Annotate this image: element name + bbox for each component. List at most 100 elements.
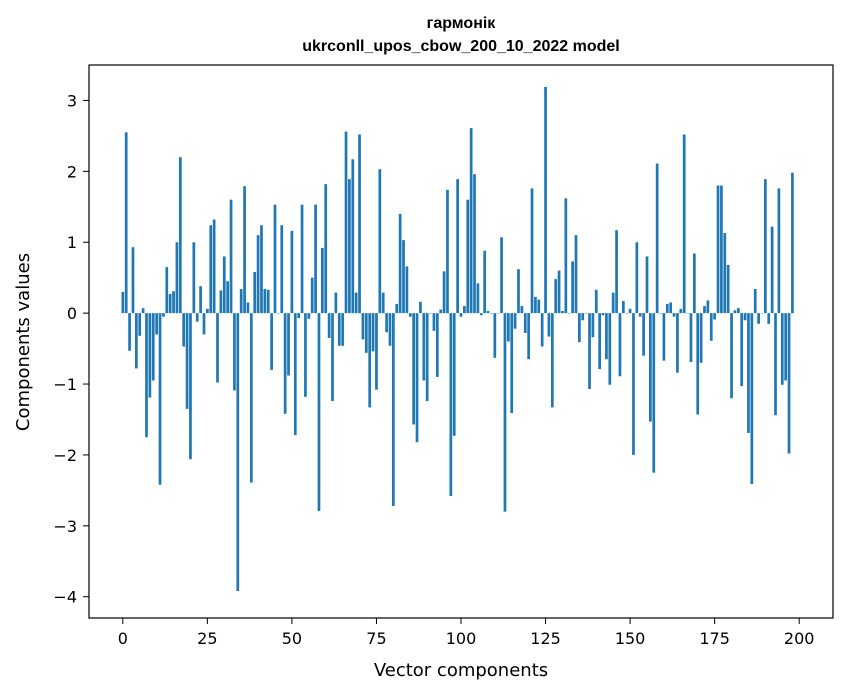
bar <box>175 242 179 314</box>
bar <box>486 311 490 314</box>
bar <box>425 313 429 402</box>
bar <box>395 303 399 314</box>
bar <box>158 313 162 485</box>
y-tick-label: 2 <box>67 162 77 181</box>
bar <box>199 286 202 314</box>
bar <box>148 313 152 398</box>
bar <box>273 204 277 314</box>
bar <box>270 313 273 370</box>
bar <box>189 313 192 460</box>
bar <box>385 313 388 333</box>
bar <box>469 128 473 314</box>
bar <box>632 313 635 455</box>
x-axis-ticks: 0 25 50 75 100 125 150 175 200 <box>118 618 815 648</box>
bar <box>412 313 416 425</box>
bar <box>162 313 165 317</box>
bar <box>334 292 338 314</box>
y-axis-label: Components values <box>13 253 34 431</box>
bar <box>348 179 351 314</box>
bar <box>358 134 361 314</box>
bar <box>327 313 331 338</box>
bar <box>168 294 172 314</box>
bar <box>293 313 297 436</box>
y-axis-ticks: −4 −3 −2 −1 0 1 2 3 <box>53 91 89 607</box>
bar <box>736 308 740 314</box>
bar <box>151 313 155 381</box>
bar <box>178 157 182 314</box>
plot-frame <box>88 64 834 619</box>
bar <box>578 313 581 343</box>
x-tick-label: 150 <box>615 629 646 648</box>
bar <box>280 225 284 314</box>
bar <box>527 313 530 360</box>
bar <box>317 313 321 511</box>
bar <box>300 204 304 314</box>
bar <box>229 199 233 314</box>
bar <box>128 313 131 351</box>
bar <box>709 313 713 341</box>
bar <box>537 299 541 314</box>
bar <box>185 313 189 409</box>
bar <box>253 272 257 314</box>
bar <box>662 313 666 361</box>
bar <box>297 313 301 319</box>
bar <box>263 289 267 314</box>
bar <box>324 184 328 314</box>
bar <box>594 289 598 314</box>
bar <box>243 186 246 314</box>
x-tick-label: 25 <box>197 629 217 648</box>
x-tick-label: 50 <box>282 629 302 648</box>
bar <box>439 309 443 314</box>
bar <box>652 313 656 473</box>
bar <box>506 313 510 342</box>
bar <box>155 313 158 335</box>
x-axis-label: Vector components <box>374 660 548 681</box>
bar <box>182 313 186 347</box>
bar <box>679 308 683 314</box>
bar <box>513 313 517 329</box>
bar <box>561 311 564 314</box>
bar <box>222 256 226 314</box>
bar <box>500 237 503 314</box>
bar <box>246 302 250 314</box>
bar <box>226 281 230 314</box>
bar <box>703 306 706 314</box>
bar <box>791 172 794 314</box>
bars-group <box>121 86 794 592</box>
bar <box>747 313 750 433</box>
bar <box>770 226 774 314</box>
bar <box>665 303 669 314</box>
bar <box>216 313 219 383</box>
bar <box>320 247 324 314</box>
bar <box>753 289 757 314</box>
bar <box>534 296 537 314</box>
bar <box>628 308 632 314</box>
bar <box>530 188 534 314</box>
x-tick-label: 200 <box>784 629 815 648</box>
bar <box>138 313 142 336</box>
bar <box>344 131 348 314</box>
bar <box>774 313 777 416</box>
bar <box>750 313 754 484</box>
x-tick-label: 175 <box>699 629 730 648</box>
bar <box>517 269 520 314</box>
bar <box>236 313 240 592</box>
x-tick-label: 125 <box>530 629 561 648</box>
chart-subtitle: ukrconll_upos_cbow_200_10_2022 model <box>302 38 619 55</box>
bar <box>209 225 213 314</box>
bar <box>730 313 733 399</box>
bar <box>307 313 311 319</box>
bar <box>713 313 716 320</box>
bar <box>692 253 696 314</box>
bar <box>202 313 206 335</box>
bar <box>777 188 781 314</box>
bar <box>523 313 527 333</box>
bar <box>456 179 459 314</box>
bar <box>212 219 216 314</box>
bar <box>780 313 784 385</box>
bar <box>260 225 263 314</box>
bar <box>598 313 602 370</box>
bar <box>351 159 355 314</box>
bar <box>446 189 449 314</box>
bar <box>554 279 558 314</box>
